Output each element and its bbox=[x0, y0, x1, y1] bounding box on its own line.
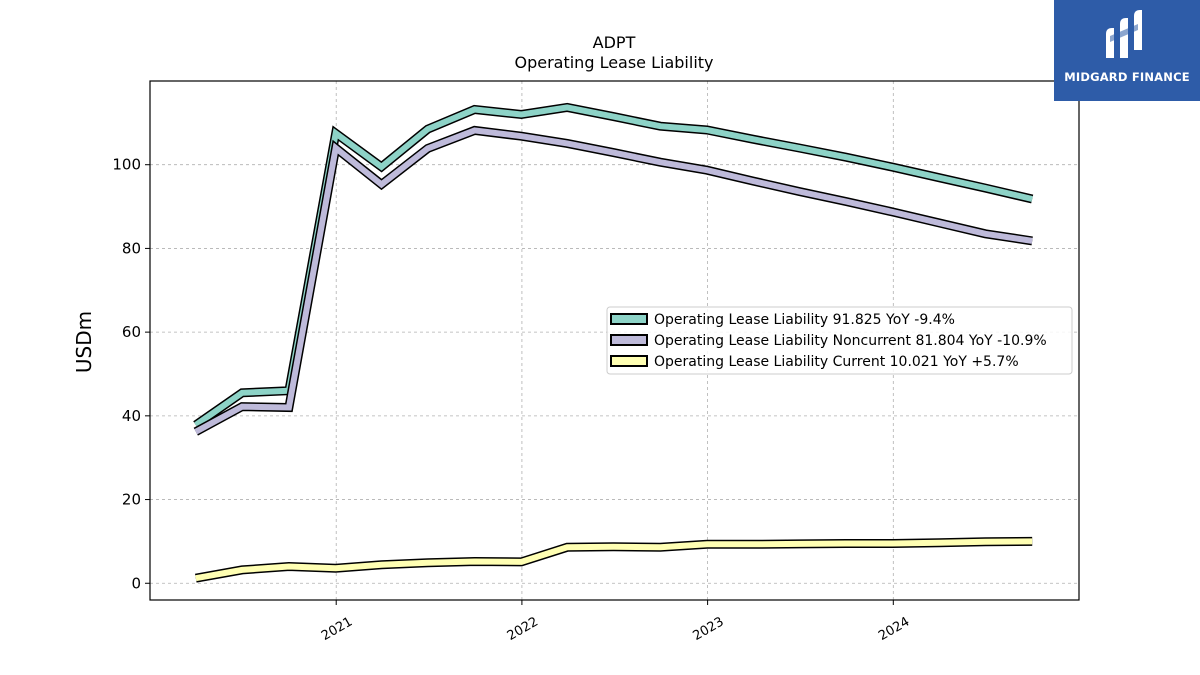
chart-title: ADPT bbox=[593, 33, 636, 52]
logo-mark-icon bbox=[1106, 10, 1142, 58]
y-axis: 0 20 40 60 80 100 bbox=[112, 156, 150, 592]
y-tick-label: 60 bbox=[122, 323, 141, 341]
legend: Operating Lease Liability 91.825 YoY -9.… bbox=[606, 306, 1073, 375]
x-tick-label: 2021 bbox=[319, 614, 355, 644]
brand-logo: MIDGARD FINANCE bbox=[1054, 0, 1200, 101]
legend-swatch-1 bbox=[610, 313, 648, 325]
x-tick-label: 2022 bbox=[505, 614, 541, 644]
legend-label-1: Operating Lease Liability 91.825 YoY -9.… bbox=[654, 312, 955, 328]
legend-label-2: Operating Lease Liability Noncurrent 81.… bbox=[654, 333, 1047, 349]
x-tick-label: 2023 bbox=[690, 614, 726, 644]
legend-swatch-3 bbox=[610, 355, 648, 367]
plot-frame bbox=[149, 80, 1080, 601]
x-axis: 2021 2022 2023 2024 bbox=[319, 600, 912, 644]
series-line-2 bbox=[194, 127, 1033, 435]
legend-label-3: Operating Lease Liability Current 10.021… bbox=[654, 354, 1019, 370]
series-line-3 bbox=[195, 538, 1033, 582]
legend-swatch-2 bbox=[610, 334, 648, 346]
y-axis-label: USDm bbox=[72, 311, 96, 373]
y-tick-label: 40 bbox=[122, 407, 141, 425]
chart-subtitle: Operating Lease Liability bbox=[514, 53, 713, 72]
series-lines bbox=[193, 102, 1034, 583]
y-tick-label: 100 bbox=[112, 156, 141, 174]
y-tick-label: 80 bbox=[122, 239, 141, 257]
brand-name: MIDGARD FINANCE bbox=[1064, 70, 1190, 84]
x-tick-label: 2024 bbox=[876, 614, 912, 644]
series-line-1 bbox=[194, 104, 1033, 428]
y-tick-label: 0 bbox=[131, 574, 141, 592]
y-tick-label: 20 bbox=[122, 491, 141, 509]
legend-box bbox=[606, 306, 1073, 375]
series-outline-2 bbox=[193, 125, 1033, 436]
